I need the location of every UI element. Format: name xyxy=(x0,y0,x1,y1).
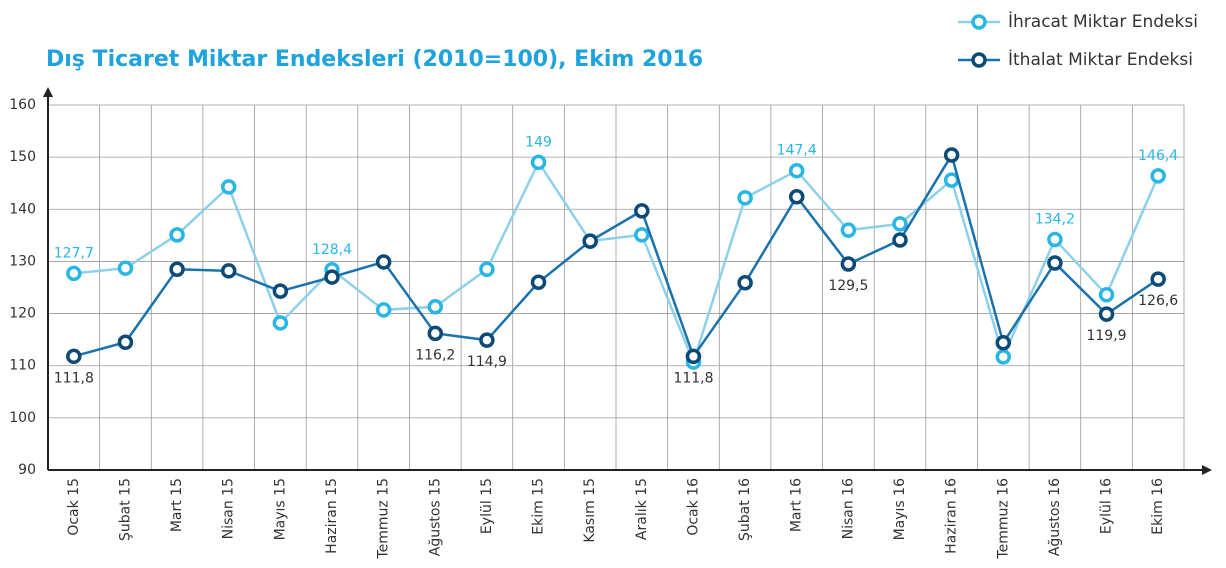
point xyxy=(685,348,702,365)
x-tick-label: Eylül 15 xyxy=(479,478,495,534)
y-tick-label: 130 xyxy=(9,253,36,269)
x-tick-label: Mart 16 xyxy=(789,478,805,532)
point xyxy=(220,179,237,195)
x-tick-label: Şubat 15 xyxy=(117,478,133,541)
point xyxy=(375,302,392,318)
point xyxy=(892,216,908,232)
point xyxy=(530,274,547,291)
x-tick-label: Temmuz 15 xyxy=(376,478,392,560)
y-tick-label: 160 xyxy=(9,97,36,113)
point xyxy=(427,299,444,315)
point xyxy=(272,315,289,331)
x-tick-label: Ocak 16 xyxy=(685,478,701,536)
data-label: 128,4 xyxy=(312,242,352,258)
legend-marker xyxy=(971,14,987,30)
point xyxy=(1047,255,1063,271)
point xyxy=(943,147,960,163)
data-label: 147,4 xyxy=(777,143,817,159)
series-line xyxy=(73,151,1159,360)
point xyxy=(840,256,857,272)
point xyxy=(272,283,289,299)
x-tick-label: Temmuz 16 xyxy=(995,478,1011,560)
x-tick-label: Nisan 15 xyxy=(221,478,237,539)
x-tick-label: Ekim 16 xyxy=(1150,478,1166,535)
x-tick-label: Kasım 15 xyxy=(582,478,598,543)
y-tick-label: 110 xyxy=(9,358,36,374)
point xyxy=(479,332,495,348)
point xyxy=(1098,306,1115,322)
point xyxy=(169,227,185,243)
point xyxy=(737,190,753,206)
y-tick-label: 120 xyxy=(9,306,36,322)
point xyxy=(1098,287,1115,303)
x-tick-label: Eylül 16 xyxy=(1099,478,1115,534)
point xyxy=(788,189,805,205)
y-tick-label: 150 xyxy=(9,149,36,165)
x-tick-label: Nisan 16 xyxy=(840,478,856,539)
point xyxy=(530,154,547,171)
series-line xyxy=(73,159,1160,366)
point xyxy=(634,203,650,219)
point xyxy=(117,260,134,276)
data-label: 149 xyxy=(525,134,552,150)
point xyxy=(479,261,495,277)
legend-label: İhracat Miktar Endeksi xyxy=(1008,11,1198,32)
x-tick-label: Mayıs 15 xyxy=(272,478,288,540)
y-axis-arrow xyxy=(43,87,53,97)
point xyxy=(840,222,857,238)
point xyxy=(1150,168,1166,184)
point xyxy=(995,349,1012,365)
point xyxy=(324,269,340,285)
point xyxy=(375,254,392,270)
x-tick-label: Ekim 15 xyxy=(531,478,547,535)
y-tick-label: 90 xyxy=(18,462,36,478)
x-tick-label: Ocak 15 xyxy=(66,478,82,536)
point xyxy=(737,275,753,291)
legend-label: İthalat Miktar Endeksi xyxy=(1008,49,1193,70)
x-tick-label: Aralık 15 xyxy=(634,478,650,540)
data-label: 111,8 xyxy=(673,370,713,386)
data-label: 116,2 xyxy=(415,347,455,363)
point xyxy=(66,265,82,282)
point xyxy=(1150,271,1166,287)
y-tick-label: 100 xyxy=(9,410,36,426)
x-tick-label: Mayıs 16 xyxy=(892,478,908,540)
point xyxy=(995,335,1012,351)
x-tick-label: Haziran 16 xyxy=(944,478,960,554)
point xyxy=(220,263,237,279)
point xyxy=(169,261,185,277)
point xyxy=(582,233,598,249)
chart-title: Dış Ticaret Miktar Endeksleri (2010=100)… xyxy=(46,47,703,72)
x-tick-label: Mart 15 xyxy=(169,478,185,532)
x-axis-arrow xyxy=(1202,465,1212,475)
data-label: 114,9 xyxy=(467,354,507,370)
point xyxy=(634,227,650,243)
data-label: 111,8 xyxy=(54,370,94,386)
data-label: 127,7 xyxy=(54,245,94,261)
data-label: 134,2 xyxy=(1035,212,1075,228)
x-tick-label: Şubat 16 xyxy=(737,478,753,541)
data-label: 146,4 xyxy=(1138,148,1178,164)
data-label: 126,6 xyxy=(1138,293,1178,309)
point xyxy=(788,162,805,179)
data-label: 119,9 xyxy=(1086,328,1126,344)
x-tick-label: Ağustos 15 xyxy=(427,478,443,556)
legend-marker xyxy=(971,52,987,68)
y-tick-label: 140 xyxy=(9,201,36,217)
x-tick-label: Ağustos 16 xyxy=(1047,478,1063,556)
point xyxy=(66,348,82,365)
point xyxy=(892,232,908,248)
x-tick-label: Haziran 15 xyxy=(324,478,340,554)
point xyxy=(943,172,960,188)
data-label: 129,5 xyxy=(828,278,868,294)
point xyxy=(1047,231,1063,248)
point xyxy=(117,334,134,350)
point xyxy=(427,325,444,342)
